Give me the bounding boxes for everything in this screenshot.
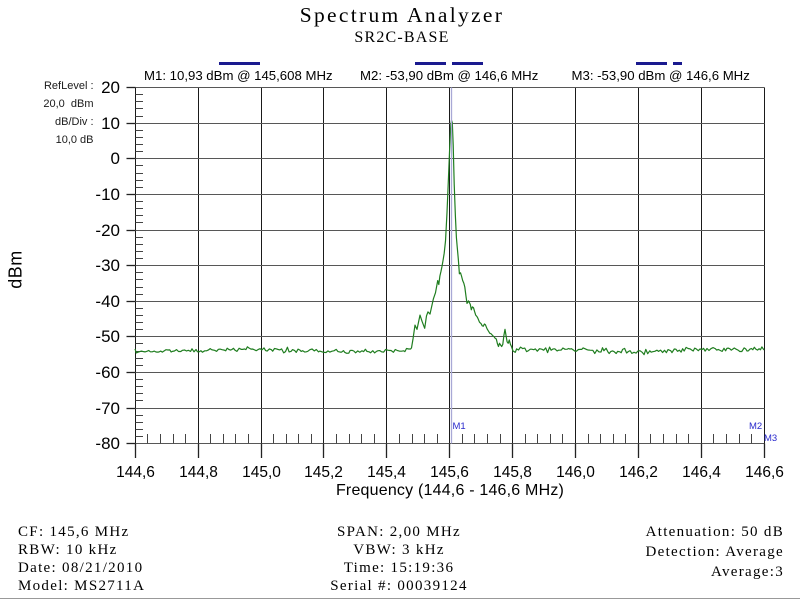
svg-text:dBm: dBm [6,250,26,289]
